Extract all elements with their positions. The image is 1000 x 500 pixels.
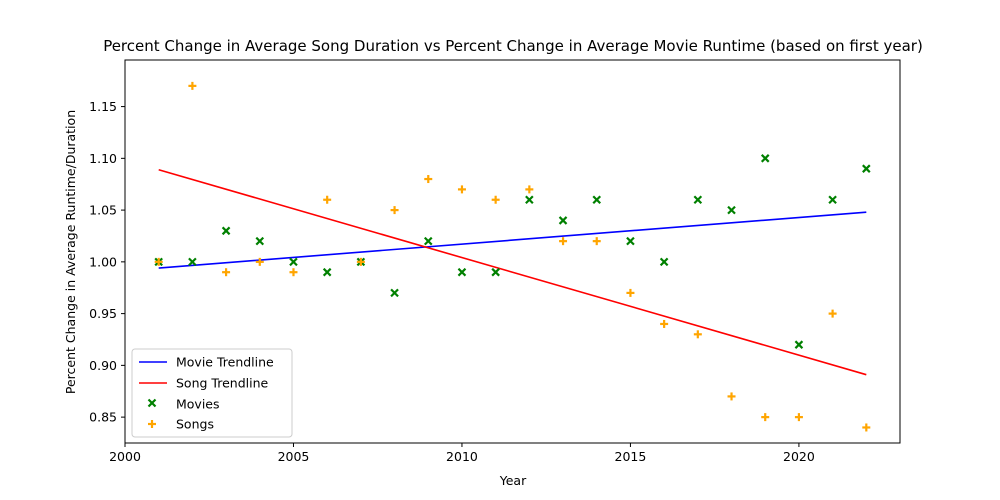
y-tick-label: 0.95: [89, 306, 117, 321]
data-point-songs: [727, 392, 736, 401]
data-point-movies: [289, 257, 298, 267]
data-point-songs: [761, 413, 770, 422]
data-point-movies: [188, 257, 197, 267]
y-axis-ticks: 0.85 0.90 0.95 1.00 1.05 1.10 1.15: [89, 99, 125, 425]
y-tick-label: 0.85: [89, 410, 117, 425]
data-point-movies: [558, 216, 568, 225]
y-tick-label: 1.15: [89, 99, 117, 114]
data-point-movies: [659, 257, 669, 267]
x-tick-label: 2005: [278, 449, 310, 464]
plot-frame: [124, 59, 901, 444]
data-point-songs: [154, 257, 163, 266]
x-axis-label: Year: [499, 473, 527, 488]
y-axis-label: Percent Change in Average Runtime/Durati…: [63, 110, 78, 394]
data-point-songs: [862, 423, 871, 432]
data-point-songs: [188, 81, 197, 90]
x-tick-label: 2015: [615, 449, 647, 464]
data-point-songs: [255, 257, 264, 266]
data-point-songs: [693, 330, 702, 339]
legend-marker-movies: [147, 398, 157, 408]
legend-label-songs: Songs: [176, 417, 214, 432]
data-point-movies: [525, 195, 534, 205]
legend-marker-songs: [148, 420, 156, 428]
series-song-trendline: [158, 168, 867, 376]
data-point-songs: [559, 237, 568, 246]
data-point-songs: [424, 175, 433, 184]
data-point-songs: [794, 413, 803, 422]
data-point-movies: [828, 195, 837, 205]
data-point-movies: [626, 236, 635, 246]
series-movie-trendline: [158, 211, 867, 269]
data-point-movies: [727, 205, 736, 215]
data-point-songs: [626, 288, 635, 297]
x-tick-label: 2020: [783, 449, 815, 464]
y-tick-label: 1.00: [89, 254, 117, 269]
data-point-movies: [423, 236, 433, 246]
series-songs: [154, 81, 871, 432]
data-point-songs: [390, 206, 399, 215]
series-layer: [154, 81, 871, 432]
y-tick-label: 0.90: [89, 358, 117, 373]
data-point-movies: [221, 226, 231, 236]
data-point-movies: [491, 267, 500, 277]
data-point-movies: [592, 195, 602, 205]
data-point-songs: [660, 319, 669, 328]
legend-label-movie-trendline: Movie Trendline: [176, 355, 274, 370]
legend: Movie Trendline Song Trendline Movies So…: [131, 348, 293, 438]
y-tick-label: 1.10: [89, 151, 117, 166]
data-point-songs: [222, 268, 231, 277]
legend-label-song-trendline: Song Trendline: [176, 376, 268, 391]
data-point-movies: [693, 195, 703, 205]
x-tick-label: 2000: [109, 449, 141, 464]
legend-label-movies: Movies: [176, 397, 220, 412]
data-point-songs: [525, 185, 534, 194]
data-point-movies: [862, 164, 871, 173]
chart-title: Percent Change in Average Song Duration …: [103, 37, 923, 55]
data-point-songs: [289, 268, 298, 277]
data-point-movies: [457, 267, 467, 277]
data-point-movies: [794, 340, 804, 349]
data-point-movies: [255, 236, 265, 246]
data-point-songs: [828, 309, 837, 318]
x-tick-label: 2010: [446, 449, 478, 464]
data-point-songs: [592, 237, 601, 246]
x-axis-ticks: 2000 2005 2010 2015 2020: [109, 443, 815, 464]
data-point-songs: [491, 195, 500, 204]
data-point-movies: [322, 267, 332, 277]
data-point-songs: [457, 185, 466, 194]
data-point-movies: [760, 154, 770, 163]
data-point-songs: [356, 257, 365, 266]
legend-box: [131, 348, 293, 438]
data-point-songs: [323, 195, 332, 204]
y-tick-label: 1.05: [89, 203, 117, 218]
data-point-movies: [390, 288, 399, 298]
